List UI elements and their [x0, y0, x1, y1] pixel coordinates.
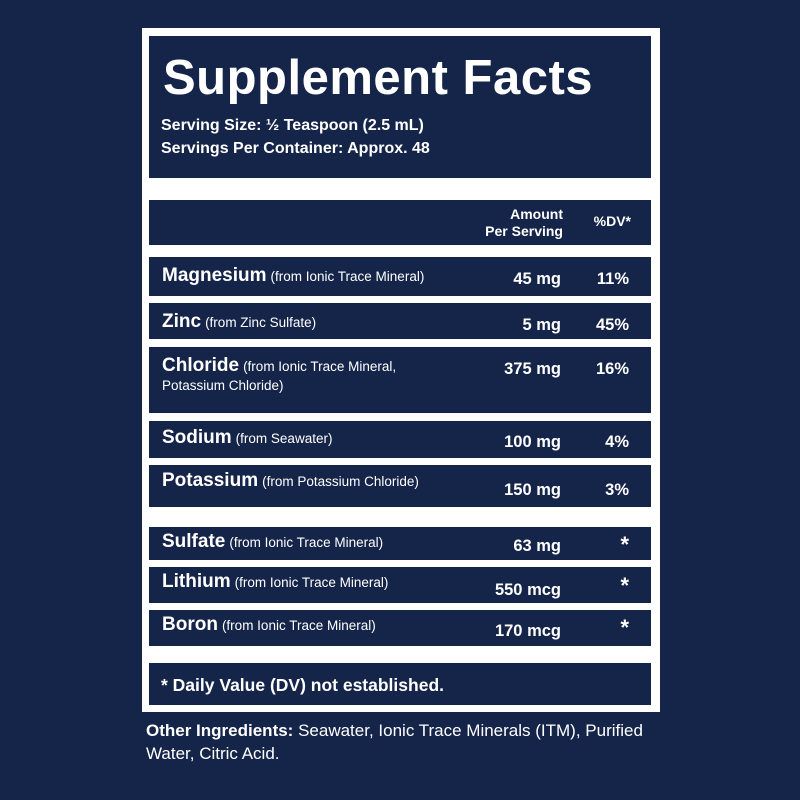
nutrient-source: (from Ionic Trace Mineral)	[270, 269, 425, 284]
amount-header-line1: Amount	[510, 206, 563, 222]
nutrient-source: (from Potassium Chloride)	[262, 474, 419, 489]
nutrient-dv: 3%	[605, 481, 629, 499]
other-ingredients-text: Seawater, Ionic Trace Minerals (ITM), Pu…	[146, 721, 643, 763]
servings-per-container: Servings Per Container: Approx. 48	[161, 140, 430, 157]
nutrient-row-potassium: Potassium (from Potassium Chloride) 150 m…	[149, 465, 651, 507]
nutrient-name: Magnesium	[162, 265, 267, 286]
nutrient-name: Boron	[162, 614, 218, 635]
nutrient-name: Sulfate	[162, 531, 226, 552]
nutrient-row-zinc: Zinc (from Zinc Sulfate) 5 mg 45%	[149, 303, 651, 339]
dv-footnote: * Daily Value (DV) not established.	[149, 663, 651, 705]
facts-title: Supplement Facts	[163, 51, 594, 105]
nutrient-row-sulfate: Sulfate (from Ionic Trace Mineral) 63 mg …	[149, 527, 651, 560]
nutrient-label: Magnesium (from Ionic Trace Mineral)	[162, 265, 482, 286]
nutrient-label: Potassium (from Potassium Chloride)	[162, 470, 482, 491]
nutrient-amount: 170 mcg	[494, 622, 561, 640]
amount-column-header: Amount Per Serving	[451, 206, 563, 240]
nutrient-source: (from Ionic Trace Mineral)	[221, 618, 376, 633]
nutrient-name: Chloride	[162, 355, 240, 376]
nutrient-source-line2: Potassium Chloride)	[162, 378, 284, 393]
nutrient-source: (from Ionic Trace Mineral)	[229, 535, 384, 550]
nutrient-label: Chloride (from Ionic Trace Mineral, Potas…	[162, 355, 482, 395]
nutrient-source: (from Ionic Trace Mineral)	[234, 575, 389, 590]
nutrient-row-sodium: Sodium (from Seawater) 100 mg 4%	[149, 421, 651, 458]
nutrient-name: Sodium	[162, 427, 232, 448]
nutrient-row-boron: Boron (from Ionic Trace Mineral) 170 mcg …	[149, 610, 651, 646]
amount-header-line2: Per Serving	[485, 223, 563, 239]
nutrient-label: Boron (from Ionic Trace Mineral)	[162, 614, 482, 635]
nutrient-row-magnesium: Magnesium (from Ionic Trace Mineral) 45 m…	[149, 257, 651, 296]
nutrient-amount: 550 mcg	[494, 581, 561, 599]
nutrient-source: (from Seawater)	[235, 431, 333, 446]
nutrient-name: Potassium	[162, 470, 259, 491]
nutrient-source: (from Ionic Trace Mineral,	[243, 359, 397, 374]
nutrient-dv: 45%	[595, 316, 629, 334]
nutrient-row-chloride: Chloride (from Ionic Trace Mineral, Potas…	[149, 347, 651, 413]
nutrient-source: (from Zinc Sulfate)	[205, 315, 317, 330]
nutrient-dv: *	[620, 532, 629, 557]
nutrient-dv: 16%	[595, 360, 629, 378]
nutrient-label: Sulfate (from Ionic Trace Mineral)	[162, 531, 482, 552]
nutrient-amount: 5 mg	[522, 316, 561, 334]
other-ingredients: Other Ingredients: Seawater, Ionic Trace…	[146, 719, 666, 765]
nutrient-dv: 4%	[605, 433, 629, 451]
nutrient-dv: *	[620, 615, 629, 640]
nutrient-name: Lithium	[162, 571, 231, 592]
facts-header: Supplement Facts Serving Size: ½ Teaspoo…	[149, 36, 651, 178]
dv-column-header: %DV*	[593, 213, 631, 229]
nutrient-label: Zinc (from Zinc Sulfate)	[162, 311, 482, 332]
nutrient-amount: 100 mg	[504, 433, 561, 451]
nutrient-amount: 150 mg	[504, 481, 561, 499]
nutrient-amount: 63 mg	[513, 537, 561, 555]
other-ingredients-label: Other Ingredients:	[146, 721, 294, 740]
nutrient-amount: 375 mg	[504, 360, 561, 378]
nutrient-label: Lithium (from Ionic Trace Mineral)	[162, 571, 482, 592]
nutrient-dv: *	[620, 573, 629, 598]
nutrient-name: Zinc	[162, 311, 202, 332]
nutrient-label: Sodium (from Seawater)	[162, 427, 482, 448]
nutrient-row-lithium: Lithium (from Ionic Trace Mineral) 550 mc…	[149, 567, 651, 603]
nutrient-dv: 11%	[596, 270, 629, 288]
footnote-text: * Daily Value (DV) not established.	[161, 675, 444, 695]
column-header: Amount Per Serving %DV*	[149, 200, 651, 245]
serving-size: Serving Size: ½ Teaspoon (2.5 mL)	[161, 117, 424, 134]
nutrient-amount: 45 mg	[513, 270, 561, 288]
